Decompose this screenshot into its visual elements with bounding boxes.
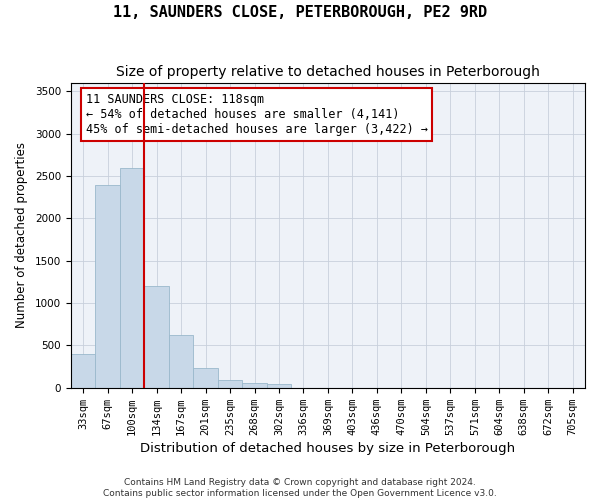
Bar [71, 354, 95, 388]
Text: Contains HM Land Registry data © Crown copyright and database right 2024.
Contai: Contains HM Land Registry data © Crown c… [103, 478, 497, 498]
Bar [267, 384, 291, 388]
Title: Size of property relative to detached houses in Peterborough: Size of property relative to detached ho… [116, 65, 540, 79]
Bar [169, 336, 193, 388]
Bar [193, 368, 218, 388]
Text: 11 SAUNDERS CLOSE: 118sqm
← 54% of detached houses are smaller (4,141)
45% of se: 11 SAUNDERS CLOSE: 118sqm ← 54% of detac… [86, 93, 428, 136]
Text: 11, SAUNDERS CLOSE, PETERBOROUGH, PE2 9RD: 11, SAUNDERS CLOSE, PETERBOROUGH, PE2 9R… [113, 5, 487, 20]
X-axis label: Distribution of detached houses by size in Peterborough: Distribution of detached houses by size … [140, 442, 515, 455]
Y-axis label: Number of detached properties: Number of detached properties [15, 142, 28, 328]
Bar [145, 286, 169, 388]
Bar [218, 380, 242, 388]
Bar [95, 184, 120, 388]
Bar [242, 383, 267, 388]
Bar [120, 168, 145, 388]
